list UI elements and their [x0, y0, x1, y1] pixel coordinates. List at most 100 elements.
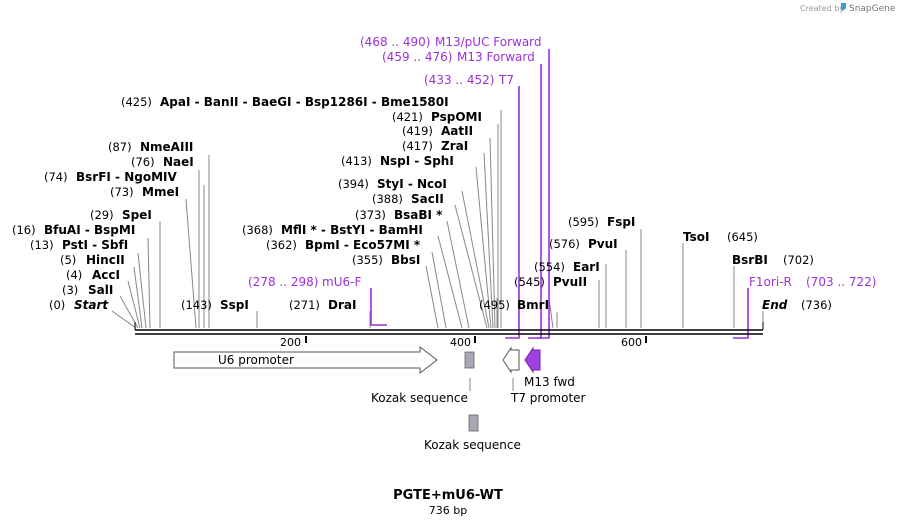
site-pos: (388) — [372, 192, 403, 206]
site-pos: (495) — [479, 298, 510, 312]
site-pos: (271) — [289, 298, 320, 312]
primer-m13puc-label: M13/pUC Forward — [435, 35, 542, 49]
site-pos: (143) — [181, 298, 212, 312]
credit-prefix: Created by — [800, 4, 844, 13]
backbone — [134, 322, 764, 335]
site-label: PspOMI — [431, 110, 482, 124]
site-pos: (4) — [66, 268, 82, 282]
site-leader-lines — [111, 110, 764, 329]
site-label: SacII — [411, 192, 444, 206]
site-label: BfuAI - BspMI — [44, 223, 135, 237]
ruler-tick-200: 200 — [280, 336, 301, 349]
primer-mu6f-range: (278 .. 298) — [248, 275, 318, 289]
site-label: SalI — [88, 283, 113, 297]
feature-kozak-2-label: Kozak sequence — [424, 438, 521, 452]
site-label: EarI — [573, 260, 600, 274]
construct-name: PGTE+mU6-WT — [393, 488, 503, 503]
site-pos: (554) — [534, 260, 565, 274]
site-label: SspI — [220, 298, 249, 312]
site-pos: (5) — [60, 253, 76, 267]
enzyme-labels-right: (595) FspI (576) PvuI (554) EarI (545) P… — [479, 215, 832, 312]
site-label: BsrBI — [732, 253, 768, 267]
site-label: AccI — [92, 268, 120, 282]
site-pos: (645) — [727, 230, 758, 244]
site-label: DraI — [328, 298, 356, 312]
feature-u6-promoter[interactable]: U6 promoter — [173, 345, 438, 375]
site-pos: (576) — [549, 237, 580, 251]
site-label: NaeI — [163, 155, 194, 169]
primer-m13fwd-label: M13 Forward — [457, 50, 535, 64]
site-label: BbsI — [391, 253, 420, 267]
site-pos: (368) — [242, 223, 273, 237]
site-pos: (419) — [402, 124, 433, 138]
site-label: HincII — [86, 253, 125, 267]
site-label: NspI - SphI — [380, 154, 454, 168]
primer-m13fwd-range: (459 .. 476) — [382, 50, 452, 64]
site-label: PvuII — [553, 275, 587, 289]
site-pos: (595) — [568, 215, 599, 229]
feature-kozak-2[interactable]: Kozak sequence — [424, 414, 521, 452]
site-label: SpeI — [122, 208, 152, 222]
enzyme-labels-left: (425) ApaI - BanII - BaeGI - Bsp1286I - … — [12, 95, 482, 312]
site-label: ZraI — [441, 139, 468, 153]
site-pos: (362) — [266, 238, 297, 252]
ruler: 200 400 600 — [280, 336, 647, 349]
site-pos: (355) — [352, 253, 383, 267]
site-label: NmeAIII — [140, 140, 193, 154]
site-pos: (736) — [801, 298, 832, 312]
primer-f1ori-range: (703 .. 722) — [806, 275, 876, 289]
site-pos: (702) — [783, 253, 814, 267]
site-label: MflI * - BstYI - BamHI — [281, 223, 423, 237]
site-pos: (417) — [402, 139, 433, 153]
site-label: BmrI — [517, 298, 549, 312]
site-label: TsoI — [683, 230, 709, 244]
site-pos: (545) — [514, 275, 545, 289]
site-pos: (373) — [355, 208, 386, 222]
site-pos: (74) — [44, 170, 68, 184]
site-pos: (73) — [110, 185, 134, 199]
site-label: BsaBI * — [394, 208, 443, 222]
site-pos: (16) — [12, 223, 36, 237]
site-pos: (0) — [49, 298, 65, 312]
primer-t7-range: (433 .. 452) — [424, 73, 494, 87]
primer-labels: (468 .. 490) M13/pUC Forward (459 .. 476… — [248, 35, 876, 289]
site-label: ApaI - BanII - BaeGI - Bsp1286I - Bme158… — [160, 95, 449, 109]
site-label: BpmI - Eco57MI * — [305, 238, 421, 252]
site-pos: (29) — [90, 208, 114, 222]
feature-t7-promoter[interactable]: T7 promoter — [502, 346, 586, 405]
primer-t7-label: T7 — [498, 73, 514, 87]
snapgene-logo-icon — [841, 3, 846, 11]
site-pos: (3) — [62, 283, 78, 297]
site-pos: (76) — [131, 155, 155, 169]
site-label: PvuI — [588, 237, 618, 251]
site-label: AatII — [441, 124, 473, 138]
feature-kozak-1[interactable]: Kozak sequence — [371, 351, 475, 405]
feature-m13-fwd-label: M13 fwd — [524, 375, 575, 389]
site-pos: (87) — [108, 140, 132, 154]
primer-f1ori-label: F1ori-R — [749, 275, 792, 289]
feature-t7-promoter-label: T7 promoter — [510, 391, 586, 405]
site-pos: (394) — [338, 177, 369, 191]
site-label: PstI - SbfI — [62, 238, 128, 252]
site-label: StyI - NcoI — [377, 177, 447, 191]
feature-m13-fwd[interactable]: M13 fwd — [524, 346, 575, 389]
primer-m13puc-range: (468 .. 490) — [360, 35, 430, 49]
credit-brand: SnapGene — [849, 4, 896, 14]
construct-length: 736 bp — [429, 504, 467, 517]
ruler-tick-400: 400 — [450, 336, 471, 349]
ruler-tick-600: 600 — [621, 336, 642, 349]
site-label: Start — [74, 298, 109, 312]
site-pos: (425) — [121, 95, 152, 109]
primer-mu6f-label: mU6-F — [322, 275, 361, 289]
site-label: BsrFI - NgoMIV — [76, 170, 177, 184]
site-label: MmeI — [142, 185, 179, 199]
site-pos: (421) — [392, 110, 423, 124]
site-label: End — [762, 298, 788, 312]
site-pos: (13) — [30, 238, 54, 252]
feature-u6-promoter-label: U6 promoter — [218, 353, 294, 367]
feature-kozak-1-label: Kozak sequence — [371, 391, 468, 405]
primer-markers — [370, 49, 749, 339]
site-label: FspI — [607, 215, 635, 229]
site-pos: (413) — [341, 154, 372, 168]
